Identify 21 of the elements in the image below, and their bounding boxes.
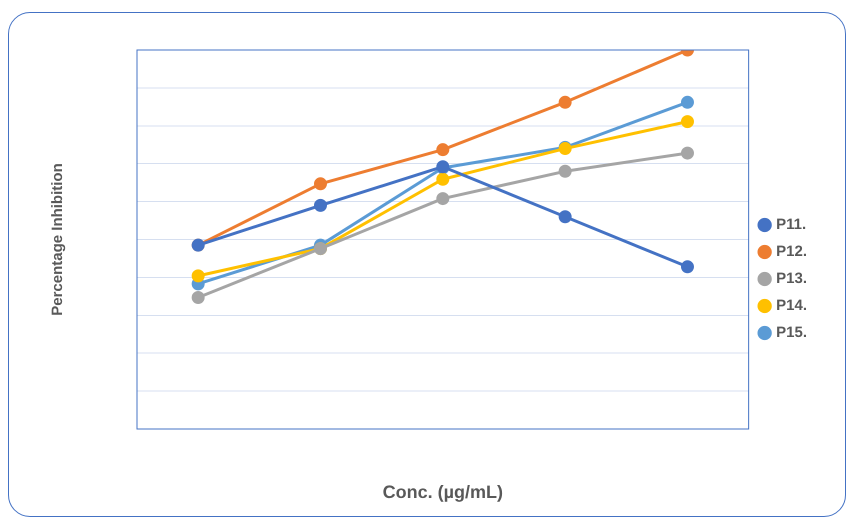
point [680, 115, 694, 128]
legend-label: P14. [776, 297, 807, 314]
point [192, 290, 205, 304]
point [680, 146, 694, 160]
point [680, 260, 694, 274]
point [558, 210, 572, 224]
point [436, 192, 450, 206]
point [680, 96, 694, 109]
point [314, 177, 327, 190]
point [558, 164, 572, 178]
point [436, 143, 450, 156]
x-axis-title: Conc. (µg/mL) [382, 482, 504, 502]
point [558, 96, 572, 109]
point [436, 172, 450, 186]
legend-label: P13. [776, 270, 807, 288]
legend-label: P11. [776, 216, 806, 234]
legend-label: P12. [776, 243, 807, 260]
legend-label: P15. [776, 324, 807, 342]
point [192, 269, 205, 282]
y-axis-title: Percentage Inhibition [49, 163, 66, 316]
point [314, 198, 327, 212]
